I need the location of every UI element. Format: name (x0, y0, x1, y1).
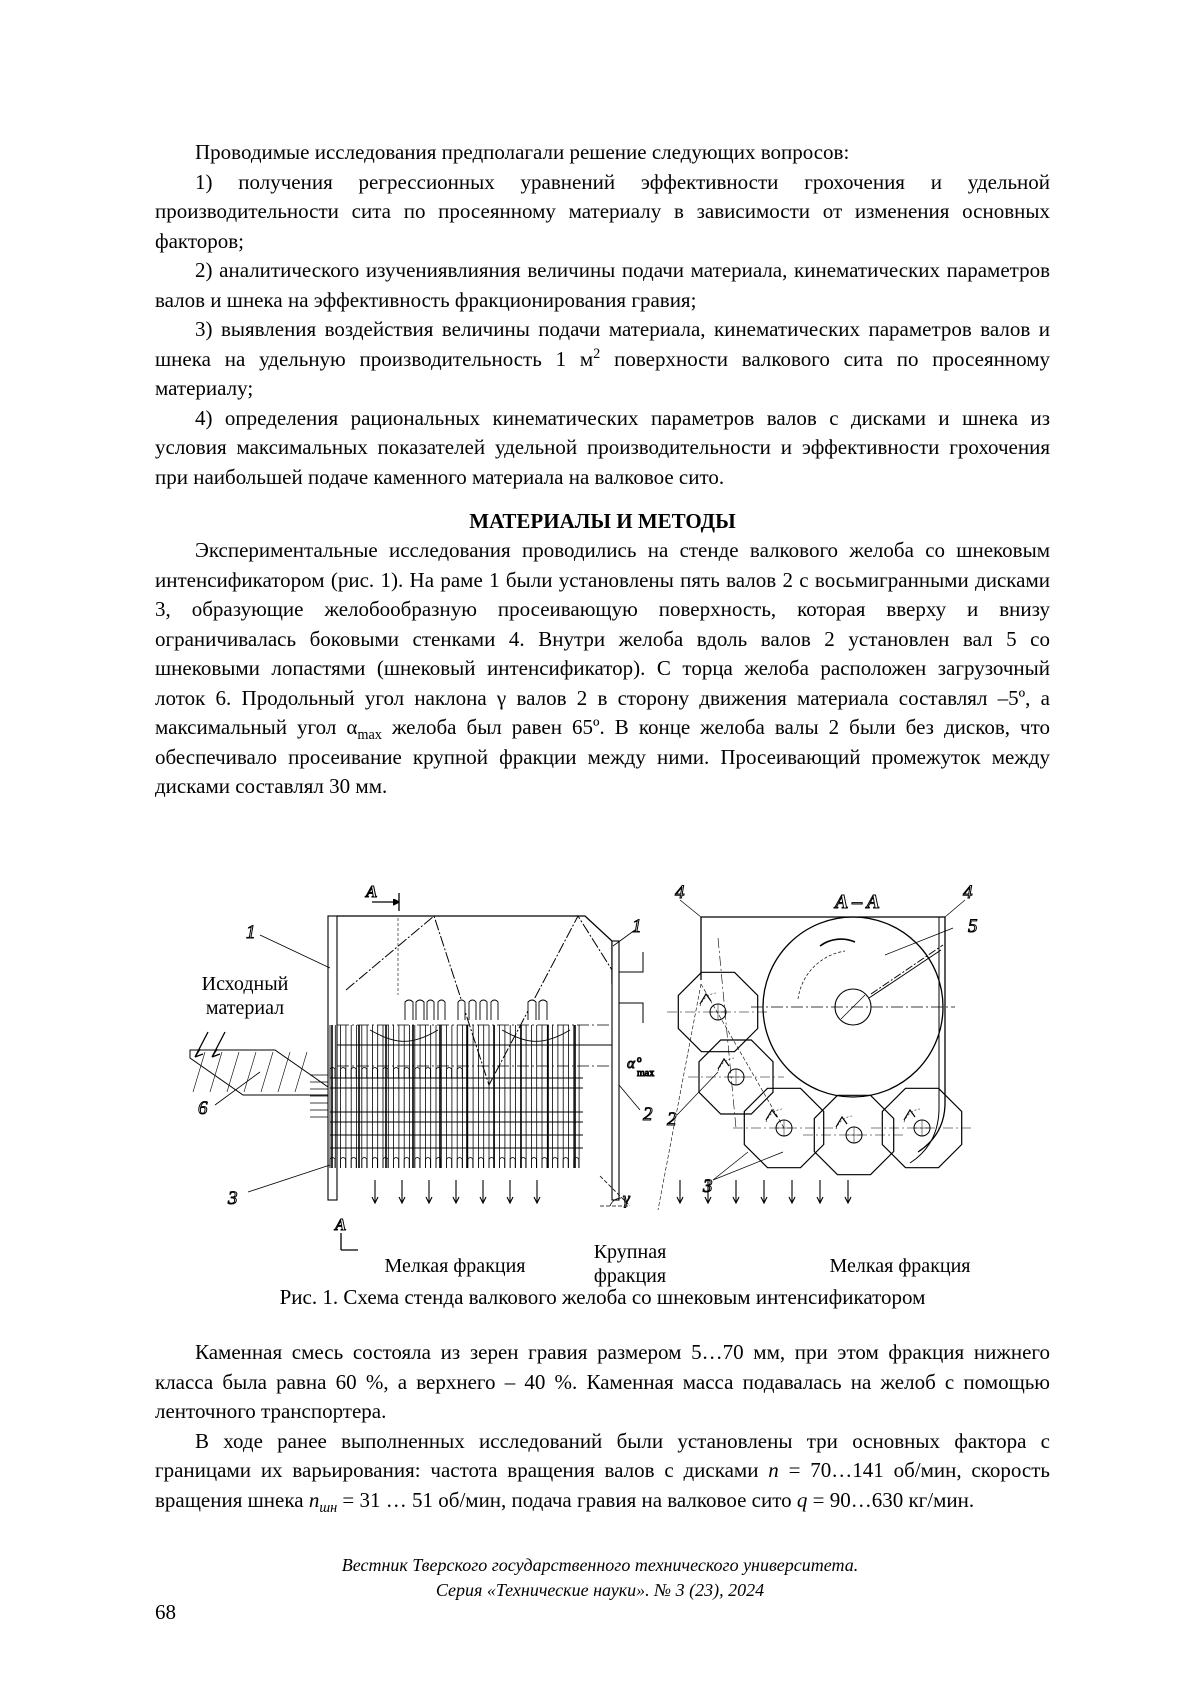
svg-text:A: A (365, 882, 377, 901)
svg-text:A – A: A – A (833, 891, 880, 913)
svg-text:4: 4 (963, 882, 973, 903)
svg-text:3: 3 (227, 1188, 238, 1209)
svg-text:6: 6 (198, 1098, 208, 1119)
svg-text:2: 2 (667, 1109, 677, 1130)
svg-text:4: 4 (675, 882, 685, 903)
svg-text:1: 1 (632, 916, 642, 937)
svg-text:2: 2 (643, 1104, 653, 1125)
svg-text:max: max (637, 1068, 654, 1079)
svg-text:1: 1 (246, 922, 256, 943)
svg-text:γ: γ (623, 1189, 631, 1208)
svg-text:α: α (627, 1056, 636, 1072)
svg-text:o: o (637, 1054, 642, 1064)
svg-text:5: 5 (968, 916, 978, 937)
svg-text:3: 3 (702, 1176, 713, 1197)
svg-text:A: A (334, 1215, 346, 1234)
